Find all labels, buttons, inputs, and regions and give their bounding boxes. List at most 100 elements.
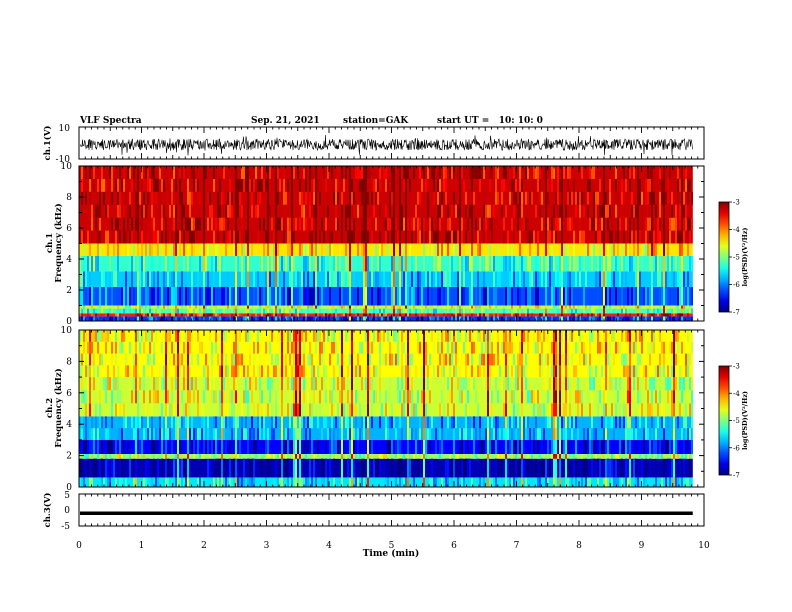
spectrogram-cell <box>459 166 461 179</box>
spectrogram-cell <box>487 377 489 391</box>
spectrogram-cell <box>599 353 601 366</box>
spectrogram-cell <box>163 178 165 192</box>
spectrogram-cell <box>653 308 655 314</box>
spectrogram-cell <box>641 330 643 342</box>
spectrogram-cell <box>509 390 511 404</box>
spectrogram-cell <box>117 305 119 309</box>
spectrogram-cell <box>681 255 683 272</box>
spectrogram-cell <box>351 458 353 478</box>
spectrogram-cell <box>291 341 293 354</box>
spectrogram-cell <box>153 377 155 391</box>
spectrogram-cell <box>517 454 519 459</box>
spectrogram-cell <box>343 313 345 317</box>
spectrogram-cell <box>451 316 453 321</box>
spectrogram-cell <box>501 305 503 309</box>
spectrogram-cell <box>665 286 667 306</box>
spectrogram-cell <box>485 204 487 218</box>
spectrogram-cell <box>681 390 683 404</box>
spectrogram-cell <box>667 365 669 378</box>
spectrogram-cell <box>105 377 107 391</box>
spectrogram-cell <box>597 191 599 205</box>
spectrogram-cell <box>187 255 189 272</box>
spectrogram-cell <box>137 341 139 354</box>
spectrogram-cell <box>333 271 335 287</box>
spectrogram-cell <box>665 377 667 391</box>
spectrogram-cell <box>193 377 195 391</box>
spectrogram-cell <box>251 428 253 440</box>
spectrogram-cell <box>175 308 177 314</box>
spectrogram-cell <box>187 377 189 391</box>
spectrogram-cell <box>217 166 219 179</box>
spectrogram-cell <box>589 341 591 354</box>
spectrogram-cell <box>315 330 317 342</box>
spectrogram-cell <box>113 454 115 459</box>
spectrogram-cell <box>649 428 651 440</box>
spectrogram-cell <box>125 416 127 429</box>
spectrogram-cell <box>465 230 467 244</box>
spectrogram-cell <box>561 341 563 354</box>
spectrogram-cell <box>515 178 517 192</box>
spectrogram-cell <box>581 313 583 317</box>
spectrogram-cell <box>651 166 653 179</box>
spectrogram-cell <box>143 330 145 342</box>
spectrogram-cell <box>115 217 117 231</box>
spectrogram-cell <box>397 305 399 309</box>
spectrogram-cell <box>673 166 675 179</box>
spectrogram-cell <box>677 313 679 317</box>
spectrogram-cell <box>487 341 489 354</box>
spectrogram-cell <box>145 458 147 478</box>
spectrogram-cell <box>611 353 613 366</box>
spectrogram-cell <box>235 353 237 366</box>
spectrogram-cell <box>123 178 125 192</box>
spectrogram-cell <box>449 313 451 317</box>
spectrogram-cell <box>305 166 307 179</box>
spectrogram-cell <box>159 271 161 287</box>
spectrogram-cell <box>517 439 519 454</box>
spectrogram-cell <box>665 439 667 454</box>
spectrogram-cell <box>365 204 367 218</box>
spectrogram-cell <box>277 243 279 256</box>
spectrogram-cell <box>377 286 379 306</box>
spectrogram-cell <box>101 308 103 314</box>
spectrogram-cell <box>639 454 641 459</box>
spectrogram-cell <box>659 191 661 205</box>
spectrogram-cell <box>445 191 447 205</box>
spectrogram-cell <box>107 458 109 478</box>
spectrogram-cell <box>573 403 575 417</box>
spectrogram-cell <box>647 166 649 179</box>
spectrogram-cell <box>657 365 659 378</box>
spectrogram-cell <box>641 255 643 272</box>
spectrogram-cell <box>477 271 479 287</box>
spectrogram-cell <box>115 271 117 287</box>
spectrogram-cell <box>115 477 117 487</box>
spectrogram-cell <box>671 454 673 459</box>
spectrogram-cell <box>517 313 519 317</box>
spectrogram-cell <box>471 428 473 440</box>
spectrogram-cell <box>253 178 255 192</box>
spectrogram-cell <box>287 458 289 478</box>
spectrogram-cell <box>625 390 627 404</box>
ch1-spectrogram-image <box>79 166 693 321</box>
spectrogram-cell <box>139 341 141 354</box>
spectrogram-cell <box>223 365 225 378</box>
spectrogram-cell <box>339 255 341 272</box>
spectrogram-cell <box>409 353 411 366</box>
spectrogram-cell <box>623 439 625 454</box>
spectrogram-cell <box>689 454 691 459</box>
spectrogram-cell <box>473 204 475 218</box>
spectrogram-cell <box>553 477 555 487</box>
spectrogram-cell <box>187 313 189 317</box>
spectrogram-cell <box>565 204 567 218</box>
spectrogram-cell <box>391 230 393 244</box>
spectrogram-cell <box>161 286 163 306</box>
spectrogram-cell <box>391 353 393 366</box>
spectrogram-cell <box>263 454 265 459</box>
spectrogram-cell <box>97 243 99 256</box>
spectrogram-cell <box>571 477 573 487</box>
spectrogram-cell <box>181 308 183 314</box>
spectrogram-cell <box>255 204 257 218</box>
spectrogram-cell <box>251 458 253 478</box>
spectrogram-cell <box>651 243 653 256</box>
spectrogram-cell <box>451 353 453 366</box>
spectrogram-cell <box>423 458 425 478</box>
